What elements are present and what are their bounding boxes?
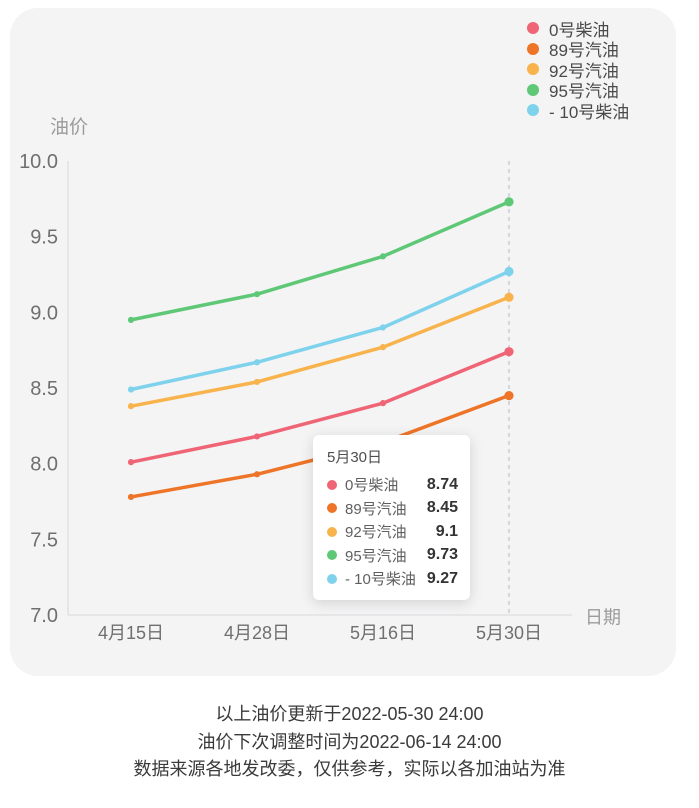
- legend-swatch-icon: [527, 63, 539, 76]
- legend-swatch-icon: [527, 83, 539, 96]
- footer-updated-at: 以上油价更新于2022-05-30 24:00: [215, 704, 484, 724]
- tooltip-series-dot-icon: [327, 526, 337, 537]
- x-tick-label: 4月28日: [224, 623, 290, 643]
- tooltip-series-dot-icon: [327, 550, 337, 561]
- tooltip-series-label: 95号汽油: [345, 547, 407, 565]
- tooltip-series-value: 8.45: [426, 499, 458, 517]
- data-point: [253, 359, 261, 366]
- legend-item-label: 95号汽油: [549, 82, 619, 102]
- legend-item-label: 0号柴油: [549, 20, 610, 40]
- data-point: [504, 292, 514, 302]
- data-point: [253, 433, 261, 440]
- data-point: [127, 316, 135, 323]
- legend-item-3[interactable]: 95号汽油: [527, 80, 629, 101]
- tooltip-row-2: 92号汽油 9.1: [325, 520, 458, 544]
- chart-tooltip: 5月30日 0号柴油 8.74 89号汽油 8.45 92号汽油 9.1 95号汽油 9.73…: [313, 435, 470, 600]
- data-point: [127, 493, 135, 501]
- tooltip-series-label: 92号汽油: [345, 524, 407, 542]
- tooltip-series-dot-icon: [327, 573, 337, 584]
- y-tick-label: 10.0: [19, 151, 58, 173]
- legend-item-label: 92号汽油: [549, 61, 619, 81]
- data-point: [253, 471, 261, 478]
- tooltip-series-dot-icon: [327, 479, 337, 490]
- y-tick-label: 8.5: [30, 378, 58, 400]
- y-tick-label: 9.0: [30, 302, 58, 324]
- data-point: [379, 400, 387, 407]
- legend-swatch-icon: [527, 22, 539, 35]
- series-line-0: [129, 349, 511, 464]
- y-tick-label: 7.0: [30, 605, 58, 627]
- footer-next-adjust: 油价下次调整时间为2022-06-14 24:00: [197, 731, 502, 752]
- x-tick-label: 4月15日: [98, 623, 164, 643]
- footer-source-note: 数据来源各地发改委，仅供参考，实际以各加油站为准: [133, 759, 566, 779]
- tooltip-title: 5月30日: [327, 449, 383, 466]
- footer-note: 以上油价更新于2022-05-30 24:00 油价下次调整时间为2022-06…: [0, 701, 699, 784]
- data-point: [127, 386, 135, 393]
- tooltip-series-value: 9.27: [426, 569, 458, 587]
- y-axis-name: 油价: [50, 116, 88, 138]
- x-axis-name: 日期: [585, 607, 621, 627]
- data-point: [127, 459, 135, 466]
- price-trend-chart[interactable]: 7.0 7.5 8.0 8.5 9.0 9.5 10.0 4月15日 4月28日 5月16日 5月3…: [10, 8, 676, 676]
- y-tick-label: 8.0: [30, 454, 58, 476]
- data-point: [253, 291, 261, 298]
- legend-item-0[interactable]: 0号柴油: [527, 18, 629, 40]
- tooltip-series-value: 9.73: [426, 546, 458, 564]
- chart-card: 7.0 7.5 8.0 8.5 9.0 9.5 10.0 4月15日 4月28日 5月16日 5月3…: [10, 8, 676, 676]
- tooltip-series-value: 9.1: [435, 522, 458, 540]
- series-line-3: [129, 200, 511, 322]
- chart-legend: 0号柴油 89号汽油 92号汽油 95号汽油 - 10号柴油: [527, 18, 630, 122]
- tooltip-row-1: 89号汽油 8.45: [325, 497, 458, 521]
- legend-item-4[interactable]: - 10号柴油: [527, 100, 630, 122]
- legend-item-label: 89号汽油: [549, 41, 619, 61]
- x-tick-label: 5月30日: [476, 623, 542, 643]
- tooltip-series-dot-icon: [327, 503, 337, 514]
- tooltip-series-label: - 10号柴油: [345, 571, 416, 589]
- data-point: [127, 403, 135, 410]
- data-point: [253, 378, 261, 386]
- y-tick-label: 7.5: [30, 529, 58, 551]
- data-point: [504, 197, 514, 207]
- data-point: [379, 344, 387, 351]
- tooltip-row-4: - 10号柴油 9.27: [325, 567, 458, 591]
- data-point: [379, 324, 387, 331]
- tooltip-row-3: 95号汽油 9.73: [325, 544, 458, 568]
- legend-item-1[interactable]: 89号汽油: [527, 39, 629, 60]
- data-point: [504, 390, 514, 401]
- x-tick-label: 5月16日: [350, 623, 416, 643]
- legend-item-label: - 10号柴油: [549, 102, 630, 122]
- series-line-2: [129, 295, 511, 408]
- y-tick-label: 9.5: [30, 227, 58, 249]
- series-line-4: [129, 269, 511, 392]
- tooltip-series-label: 89号汽油: [345, 500, 407, 518]
- data-point: [504, 266, 514, 277]
- legend-swatch-icon: [527, 42, 539, 55]
- tooltip-series-value: 8.74: [426, 475, 458, 493]
- tooltip-series-label: 0号柴油: [345, 477, 399, 495]
- data-point: [379, 253, 387, 260]
- tooltip-row-0: 0号柴油 8.74: [325, 473, 458, 497]
- legend-swatch-icon: [527, 104, 539, 117]
- legend-item-2[interactable]: 92号汽油: [527, 59, 629, 81]
- data-point: [504, 347, 514, 357]
